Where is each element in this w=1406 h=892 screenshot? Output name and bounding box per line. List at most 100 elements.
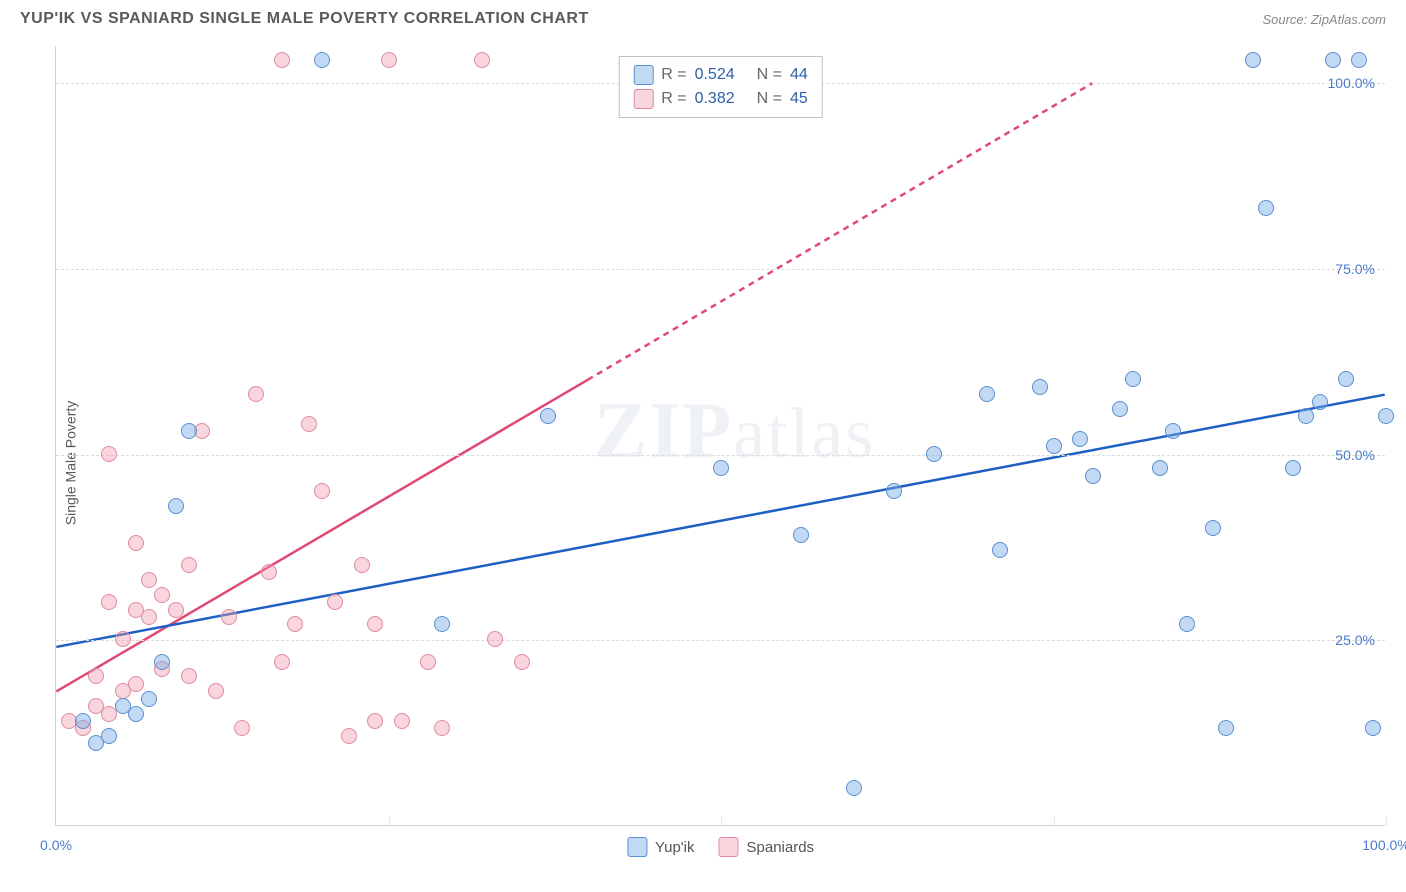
data-point-yupik — [713, 460, 729, 476]
gridline-horizontal — [56, 455, 1385, 456]
y-tick-label: 50.0% — [1335, 447, 1375, 463]
data-point-yupik — [1218, 720, 1234, 736]
data-point-yupik — [1179, 616, 1195, 632]
data-point-spaniards — [274, 52, 290, 68]
x-tick-mark — [1054, 816, 1055, 826]
data-point-spaniards — [287, 616, 303, 632]
data-point-yupik — [1072, 431, 1088, 447]
data-point-spaniards — [101, 446, 117, 462]
x-tick-label-min: 0.0% — [40, 837, 72, 853]
y-tick-label: 75.0% — [1335, 261, 1375, 277]
data-point-spaniards — [128, 676, 144, 692]
data-point-spaniards — [367, 713, 383, 729]
data-point-yupik — [793, 527, 809, 543]
y-tick-label: 25.0% — [1335, 632, 1375, 648]
watermark-text: ZIPatlas — [594, 385, 875, 476]
trend-lines — [56, 46, 1385, 825]
watermark-atlas: atlas — [733, 392, 875, 472]
data-point-yupik — [141, 691, 157, 707]
data-point-yupik — [168, 498, 184, 514]
bottom-legend: Yup'ik Spaniards — [627, 837, 814, 857]
data-point-spaniards — [168, 602, 184, 618]
data-point-spaniards — [434, 720, 450, 736]
data-point-yupik — [1165, 423, 1181, 439]
chart-title: YUP'IK VS SPANIARD SINGLE MALE POVERTY C… — [20, 10, 589, 28]
chart-header: YUP'IK VS SPANIARD SINGLE MALE POVERTY C… — [0, 0, 1406, 36]
data-point-yupik — [1378, 408, 1394, 424]
data-point-yupik — [1312, 394, 1328, 410]
stat-r-value-spaniards: 0.382 — [695, 90, 735, 108]
data-point-spaniards — [221, 609, 237, 625]
data-point-yupik — [1152, 460, 1168, 476]
data-point-yupik — [434, 616, 450, 632]
stat-n-label: N = — [757, 66, 782, 84]
data-point-yupik — [128, 706, 144, 722]
y-tick-label: 100.0% — [1328, 75, 1375, 91]
data-point-spaniards — [154, 587, 170, 603]
gridline-horizontal — [56, 269, 1385, 270]
data-point-spaniards — [487, 631, 503, 647]
data-point-yupik — [1046, 438, 1062, 454]
data-point-yupik — [1245, 52, 1261, 68]
data-point-yupik — [1351, 52, 1367, 68]
stat-n-value-yupik: 44 — [790, 66, 808, 84]
data-point-yupik — [540, 408, 556, 424]
data-point-yupik — [1258, 200, 1274, 216]
data-point-yupik — [846, 780, 862, 796]
data-point-yupik — [154, 654, 170, 670]
data-point-spaniards — [101, 594, 117, 610]
x-tick-mark — [1386, 816, 1387, 826]
data-point-spaniards — [367, 616, 383, 632]
data-point-yupik — [314, 52, 330, 68]
data-point-yupik — [1285, 460, 1301, 476]
chart-container: Single Male Poverty ZIPatlas R = 0.524 N… — [0, 36, 1406, 890]
plot-area: ZIPatlas R = 0.524 N = 44 R = 0.382 N = … — [55, 46, 1385, 826]
data-point-spaniards — [88, 668, 104, 684]
stats-row-yupik: R = 0.524 N = 44 — [633, 63, 808, 87]
data-point-yupik — [181, 423, 197, 439]
data-point-spaniards — [128, 535, 144, 551]
data-point-yupik — [1298, 408, 1314, 424]
swatch-yupik — [633, 65, 653, 85]
gridline-horizontal — [56, 640, 1385, 641]
stat-n-value-spaniards: 45 — [790, 90, 808, 108]
data-point-yupik — [1338, 371, 1354, 387]
data-point-spaniards — [420, 654, 436, 670]
data-point-spaniards — [274, 654, 290, 670]
data-point-yupik — [75, 713, 91, 729]
stat-r-value-yupik: 0.524 — [695, 66, 735, 84]
stat-r-label: R = — [661, 90, 686, 108]
data-point-spaniards — [514, 654, 530, 670]
legend-item-yupik: Yup'ik — [627, 837, 695, 857]
data-point-spaniards — [381, 52, 397, 68]
stat-r-label: R = — [661, 66, 686, 84]
data-point-spaniards — [141, 572, 157, 588]
data-point-spaniards — [181, 668, 197, 684]
source-attribution: Source: ZipAtlas.com — [1262, 12, 1386, 27]
legend-label-yupik: Yup'ik — [655, 839, 695, 856]
watermark-zip: ZIP — [594, 386, 733, 474]
data-point-spaniards — [248, 386, 264, 402]
x-tick-label-max: 100.0% — [1362, 837, 1406, 853]
data-point-spaniards — [301, 416, 317, 432]
data-point-yupik — [1085, 468, 1101, 484]
stats-row-spaniards: R = 0.382 N = 45 — [633, 87, 808, 111]
stat-n-label: N = — [757, 90, 782, 108]
data-point-spaniards — [394, 713, 410, 729]
data-point-spaniards — [474, 52, 490, 68]
data-point-spaniards — [327, 594, 343, 610]
data-point-yupik — [1112, 401, 1128, 417]
data-point-spaniards — [115, 631, 131, 647]
data-point-yupik — [101, 728, 117, 744]
data-point-spaniards — [341, 728, 357, 744]
data-point-yupik — [1365, 720, 1381, 736]
data-point-spaniards — [234, 720, 250, 736]
swatch-spaniards-bottom — [719, 837, 739, 857]
data-point-yupik — [926, 446, 942, 462]
data-point-yupik — [1125, 371, 1141, 387]
data-point-spaniards — [208, 683, 224, 699]
data-point-yupik — [1032, 379, 1048, 395]
swatch-spaniards — [633, 89, 653, 109]
data-point-spaniards — [261, 564, 277, 580]
data-point-spaniards — [141, 609, 157, 625]
